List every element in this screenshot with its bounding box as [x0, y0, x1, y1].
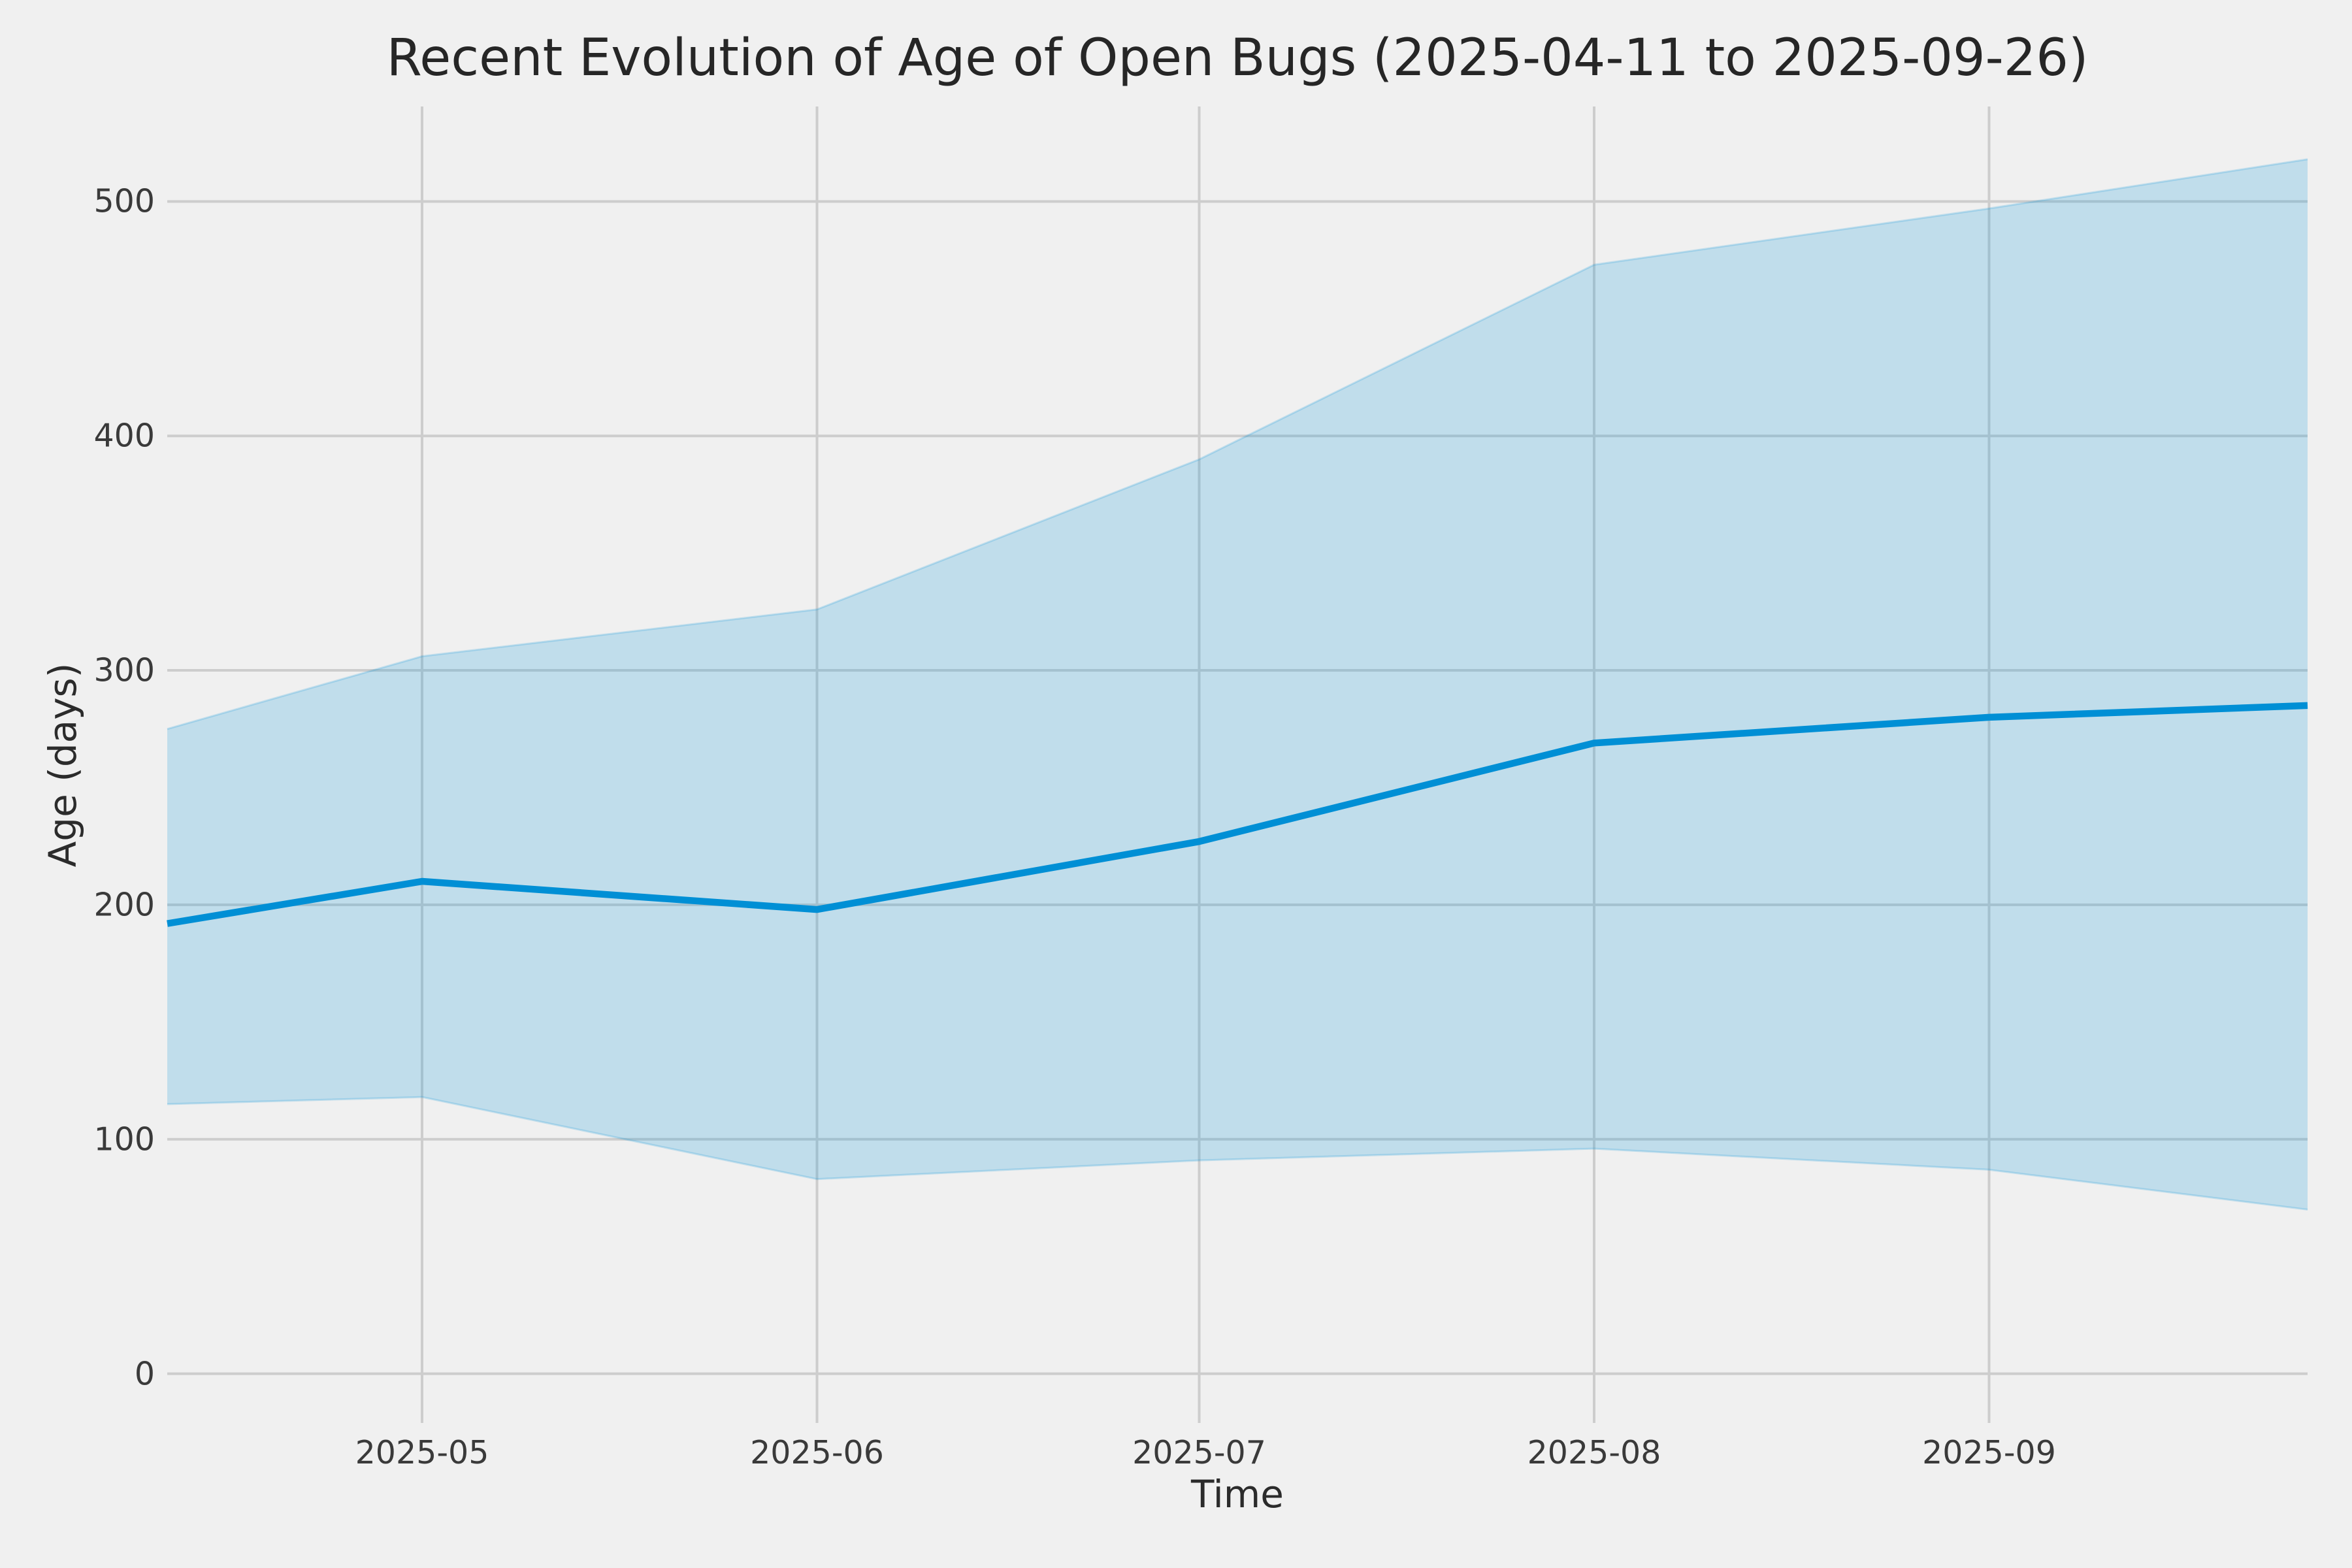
confidence-band — [167, 159, 2308, 1210]
confidence-band-upper-edge — [167, 158, 2308, 730]
chart-title: Recent Evolution of Age of Open Bugs (20… — [386, 29, 2089, 88]
y-tick-label: 300 — [93, 651, 155, 689]
y-tick-label: 500 — [93, 182, 155, 220]
y-tick-label: 0 — [134, 1355, 155, 1393]
gridline-group — [167, 106, 2308, 1423]
x-tick-label: 2025-06 — [750, 1434, 884, 1471]
confidence-band-lower-edge — [167, 1096, 2308, 1211]
y-tick-label: 200 — [93, 886, 155, 924]
y-axis-label: Age (days) — [41, 662, 85, 868]
x-tick-label: 2025-08 — [1527, 1434, 1661, 1471]
y-tick-label: 100 — [93, 1120, 155, 1158]
x-axis-label: Time — [1191, 1472, 1284, 1516]
x-tick-label: 2025-09 — [1922, 1434, 2056, 1471]
x-tick-label: 2025-07 — [1132, 1434, 1266, 1471]
age-trend-line — [167, 702, 2308, 927]
y-tick-label: 400 — [93, 417, 155, 455]
x-tick-label: 2025-05 — [355, 1434, 489, 1471]
